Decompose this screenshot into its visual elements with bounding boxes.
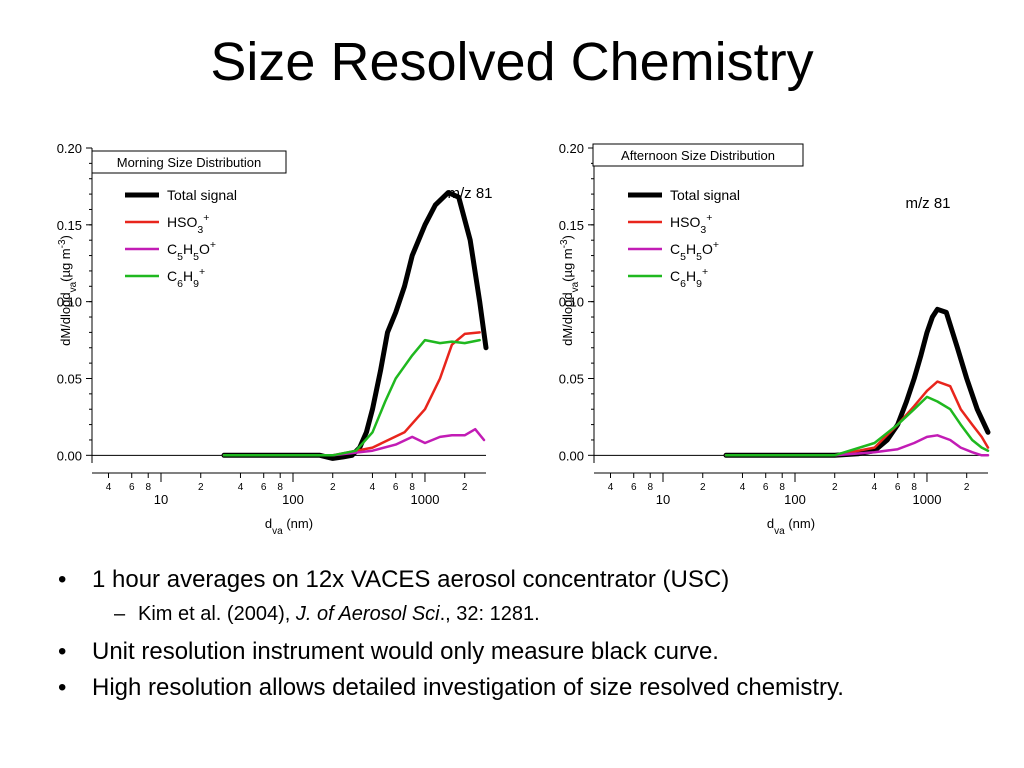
bullet-1-text: 1 hour averages on 12x VACES aerosol con…	[92, 566, 730, 593]
slide-title: Size Resolved Chemistry	[210, 32, 814, 92]
legend-label: C6H9+	[670, 266, 708, 290]
x-tick-label: 100	[784, 492, 806, 507]
sub-dash: –	[114, 603, 126, 625]
x-minor-label: 8	[779, 482, 785, 493]
x-minor-label: 2	[700, 482, 706, 493]
series-line	[221, 190, 489, 461]
x-tick-label: 1000	[411, 492, 440, 507]
series-line	[724, 395, 990, 457]
title-box	[592, 143, 804, 167]
x-minor-label: 6	[763, 482, 769, 493]
x-tick-label: 10	[154, 492, 168, 507]
series-line	[724, 434, 990, 457]
x-minor-label: 6	[129, 482, 135, 493]
x-minor-label: 2	[330, 482, 336, 493]
bullet-1-sub: – Kim et al. (2004), J. of Aerosol Sci.,…	[58, 601, 1008, 627]
x-axis-label: dva (nm)	[767, 516, 815, 537]
chart-afternoon: 0.000.050.100.150.204 6 8 2 4 6 8 2 4 6 8 210 100 100…	[559, 141, 991, 537]
series-line	[724, 380, 990, 457]
y-axis-label: dM/dlogdva(µg m-3)	[559, 235, 581, 346]
citation-volume: ., 32: 1281.	[439, 603, 540, 625]
y-tick-label: 0.00	[57, 448, 82, 463]
x-minor-label: 8	[409, 482, 415, 493]
bullet-list: • 1 hour averages on 12x VACES aerosol c…	[58, 565, 1008, 709]
x-minor-label: 2	[198, 482, 204, 493]
x-minor-label: 8	[647, 482, 653, 493]
x-minor-label: 8	[277, 482, 283, 493]
y-tick-label: 0.20	[57, 141, 82, 156]
x-minor-label: 6	[393, 482, 399, 493]
y-tick-label: 0.20	[559, 141, 584, 156]
x-minor-label: 8	[911, 482, 917, 493]
bullet-3: • High resolution allows detailed invest…	[58, 673, 1008, 703]
title-box	[91, 150, 287, 174]
x-tick-label: 100	[282, 492, 304, 507]
bullet-dot: •	[58, 674, 67, 701]
y-axis-label: dM/dlogdva(µg m-3)	[57, 235, 79, 346]
x-minor-label: 4	[608, 482, 614, 493]
chart-title-label: Morning Size Distribution	[117, 155, 262, 170]
citation-journal: J. of Aerosol Sci	[295, 603, 440, 625]
x-minor-label: 8	[145, 482, 151, 493]
bullet-dot: •	[58, 566, 67, 593]
legend-label: C5H5O+	[670, 239, 719, 263]
x-minor-label: 4	[370, 482, 376, 493]
y-tick-label: 0.15	[57, 218, 82, 233]
charts-canvas: 0.000.050.100.150.204 6 8 2 4 6 8 2 4 6 8 210 100 100…	[57, 141, 991, 537]
legend-label: HSO3+	[167, 212, 209, 236]
x-minor-label: 6	[631, 482, 637, 493]
y-tick-label: 0.10	[57, 295, 82, 310]
y-tick-label: 0.05	[559, 371, 584, 386]
bullet-2-text: Unit resolution instrument would only me…	[92, 638, 719, 665]
series-line	[222, 338, 481, 457]
x-minor-label: 4	[106, 482, 112, 493]
citation-authors: Kim et al. (2004),	[138, 603, 296, 625]
x-tick-label: 1000	[913, 492, 942, 507]
y-tick-label: 0.05	[57, 371, 82, 386]
legend-label: Total signal	[167, 187, 237, 203]
x-minor-label: 4	[872, 482, 878, 493]
bullet-1: • 1 hour averages on 12x VACES aerosol c…	[58, 565, 1008, 595]
x-minor-label: 2	[964, 482, 970, 493]
y-tick-label: 0.10	[559, 295, 584, 310]
chart-morning: 0.000.050.100.150.204 6 8 2 4 6 8 2 4 6 8 210 100 100…	[57, 141, 493, 537]
y-tick-label: 0.15	[559, 218, 584, 233]
legend-label: HSO3+	[670, 212, 712, 236]
mz-label: m/z 81	[905, 195, 950, 212]
x-tick-label: 10	[656, 492, 670, 507]
bullet-3-text: High resolution allows detailed investig…	[92, 674, 844, 701]
x-minor-label: 6	[261, 482, 267, 493]
bullet-2: • Unit resolution instrument would only …	[58, 637, 1008, 667]
x-minor-label: 2	[462, 482, 468, 493]
legend-label: Total signal	[670, 187, 740, 203]
x-minor-label: 2	[832, 482, 838, 493]
legend-label: C6H9+	[167, 266, 205, 290]
series-line	[723, 306, 991, 458]
chart-title-label: Afternoon Size Distribution	[621, 148, 775, 163]
x-minor-label: 4	[238, 482, 244, 493]
bullet-dot: •	[58, 638, 67, 665]
x-minor-label: 6	[895, 482, 901, 493]
x-minor-label: 4	[740, 482, 746, 493]
legend-label: C5H5O+	[167, 239, 216, 263]
y-tick-label: 0.00	[559, 448, 584, 463]
x-axis-label: dva (nm)	[265, 516, 313, 537]
